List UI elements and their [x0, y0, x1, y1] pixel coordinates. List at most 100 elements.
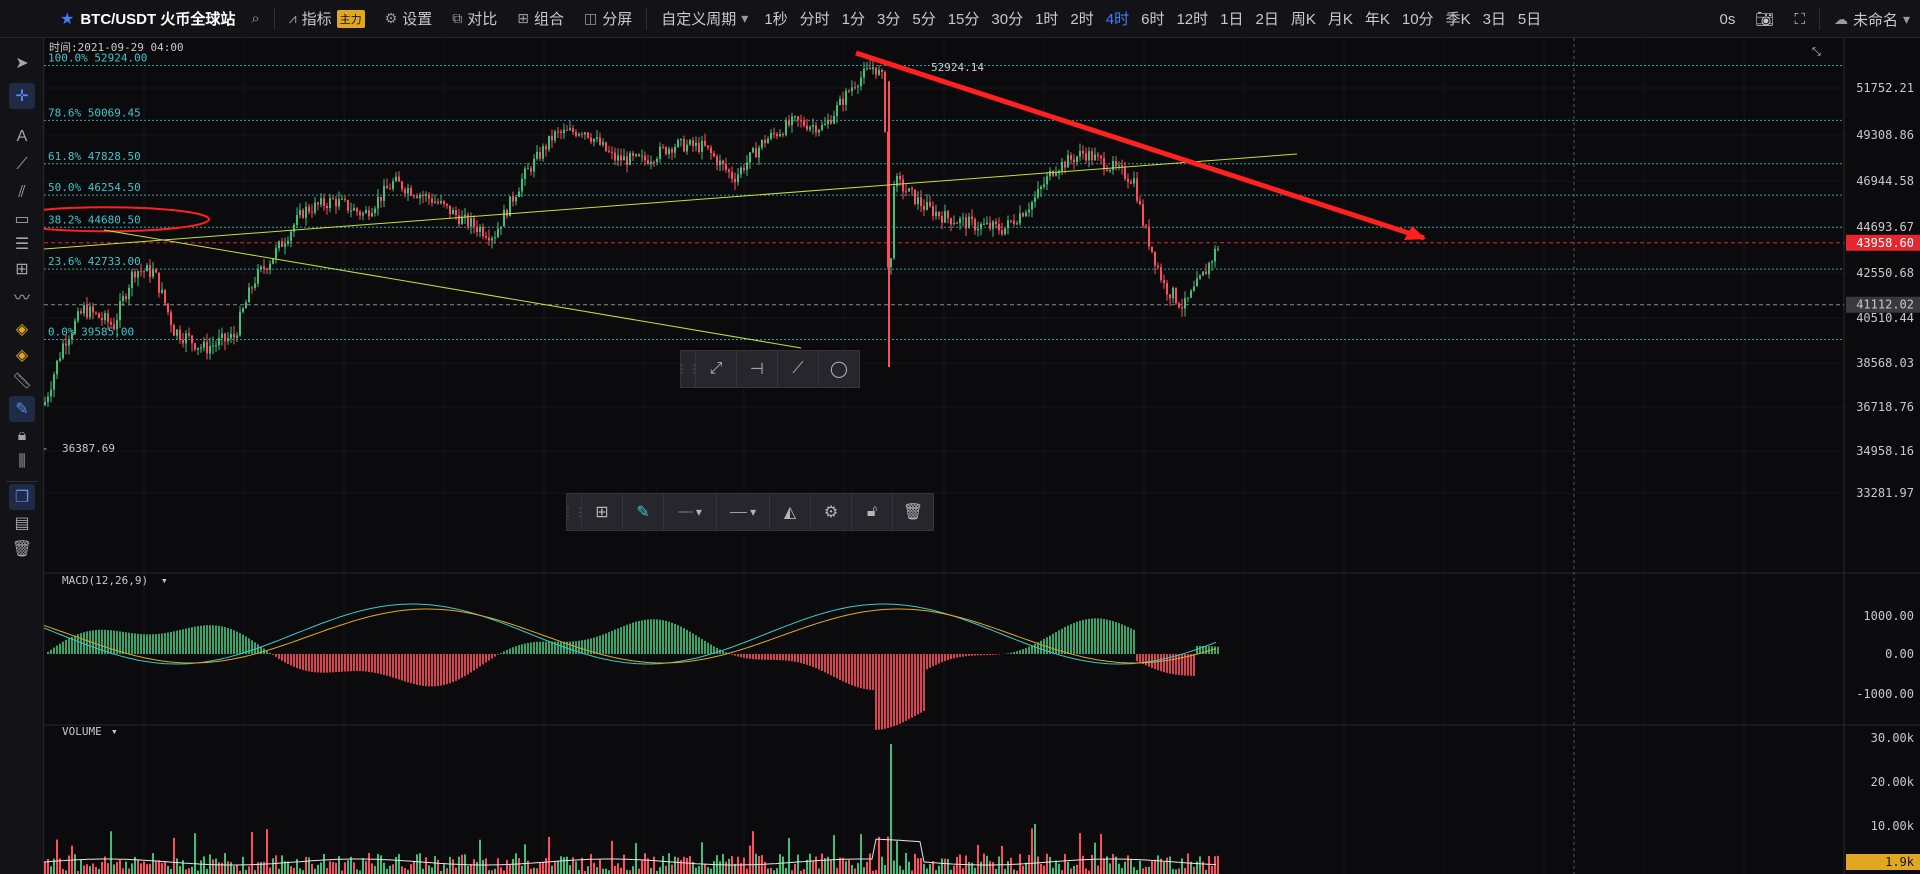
- segment-icon[interactable]: ⟋: [777, 350, 818, 388]
- settings-button[interactable]: ⚙ 设置: [375, 0, 443, 38]
- continuous-draw-icon[interactable]: ✎: [9, 396, 35, 422]
- grid-tool-icon[interactable]: ⊞: [15, 261, 29, 278]
- period-9[interactable]: 2时: [1070, 11, 1094, 28]
- candle-body: [605, 142, 607, 151]
- candle-body: [608, 150, 610, 152]
- macd-histogram-bar: [848, 654, 850, 685]
- combo-button[interactable]: ⊞ 组合: [507, 0, 574, 38]
- layout-save-button[interactable]: ☁ 未命名 ▾: [1824, 0, 1920, 38]
- candle-body: [53, 374, 55, 390]
- candle-body: [794, 116, 796, 118]
- period-7[interactable]: 30分: [991, 11, 1024, 28]
- horizontal-line-icon[interactable]: ⊣: [736, 350, 777, 388]
- volume-bar: [143, 861, 145, 874]
- macd-histogram-bar: [347, 654, 349, 672]
- period-11[interactable]: 6时: [1141, 11, 1165, 28]
- trendline-tool-icon[interactable]: ⟋: [16, 156, 28, 173]
- fill-icon[interactable]: ◭: [769, 493, 810, 531]
- caret-down-icon[interactable]: ▾: [161, 574, 168, 587]
- caret-down-icon[interactable]: ▾: [111, 725, 118, 738]
- fib-retracement-icon[interactable]: ☰: [14, 236, 30, 253]
- period-2[interactable]: 分时: [799, 11, 830, 28]
- volume-bar: [107, 863, 109, 874]
- volume-bar: [758, 855, 760, 874]
- period-5[interactable]: 5分: [912, 11, 936, 28]
- period-20[interactable]: 3日: [1482, 11, 1506, 28]
- crosshair-icon[interactable]: ✛: [9, 83, 35, 109]
- template-icon[interactable]: ⊞: [581, 493, 622, 531]
- period-17[interactable]: 年K: [1364, 11, 1390, 28]
- strong-magnet-icon[interactable]: ◈: [15, 347, 29, 364]
- combo-icon: ⊞: [517, 10, 529, 26]
- fullscreen-icon[interactable]: ⛶: [1794, 10, 1805, 28]
- line-width-icon[interactable]: ── ▾: [716, 493, 769, 531]
- period-4[interactable]: 3分: [877, 11, 901, 28]
- cursor-arrow-icon[interactable]: ➤: [15, 55, 29, 72]
- compare-label: 对比: [467, 11, 498, 28]
- volume-bar: [236, 865, 238, 874]
- volume-bar: [845, 861, 847, 874]
- ray-icon[interactable]: ⤢: [695, 350, 736, 388]
- parallel-channel-icon[interactable]: ⫽: [18, 184, 26, 201]
- candle-body: [308, 206, 310, 213]
- search-icon[interactable]: ⌕: [251, 10, 260, 27]
- period-12[interactable]: 12时: [1176, 11, 1209, 28]
- wave-pattern-icon[interactable]: 〰: [13, 290, 30, 307]
- period-8[interactable]: 1时: [1035, 11, 1059, 28]
- candle-body: [770, 132, 772, 139]
- period-19[interactable]: 季K: [1445, 11, 1471, 28]
- macd-histogram-bar: [587, 639, 589, 654]
- period-16[interactable]: 月K: [1327, 11, 1353, 28]
- custom-period-dropdown[interactable]: 自定义周期 ▾: [651, 0, 758, 38]
- candle-body: [527, 168, 529, 170]
- object-tree-icon[interactable]: ▤: [14, 515, 30, 532]
- macd-histogram-bar: [959, 654, 961, 658]
- delete-all-icon[interactable]: 🗑︎: [11, 541, 33, 558]
- magnet-icon[interactable]: ◈: [15, 321, 29, 338]
- split-screen-button[interactable]: ◫ 分屏: [574, 0, 642, 38]
- settings-icon[interactable]: ⚙: [810, 493, 851, 531]
- lock-icon[interactable]: 🔓︎: [851, 493, 892, 531]
- low-price-label: 36387.69: [62, 442, 115, 455]
- camera-icon[interactable]: 📷︎: [1755, 11, 1775, 28]
- macd-histogram-bar: [137, 633, 139, 654]
- compare-button[interactable]: ⧉ 对比: [442, 0, 507, 38]
- macd-label[interactable]: MACD(12,26,9): [62, 574, 148, 587]
- period-6[interactable]: 15分: [947, 11, 980, 28]
- period-13[interactable]: 1日: [1220, 11, 1244, 28]
- volume-bar: [476, 861, 478, 874]
- bookmark-icon[interactable]: ❐: [9, 484, 35, 510]
- chart-canvas[interactable]: 100.0% 52924.00 78.6% 50069.45 61.8% 47828…: [44, 38, 1920, 874]
- period-3[interactable]: 1分: [841, 11, 866, 28]
- period-14[interactable]: 2日: [1255, 11, 1279, 28]
- rectangle-tool-icon[interactable]: ▭: [14, 211, 30, 228]
- period-21[interactable]: 5日: [1517, 11, 1542, 28]
- drag-handle-icon[interactable]: ⋮⋮: [676, 362, 700, 376]
- period-18[interactable]: 10分: [1401, 11, 1434, 28]
- period-10[interactable]: 4时: [1105, 11, 1130, 28]
- drag-handle-icon[interactable]: ⋮⋮: [562, 505, 586, 519]
- symbol-selector[interactable]: ★ BTC/USDT 火币全球站 ⌕: [0, 8, 270, 29]
- ruler-icon[interactable]: 📏︎: [11, 373, 33, 390]
- favorite-star-icon[interactable]: ★: [60, 10, 75, 28]
- volume-pane: [44, 744, 1219, 874]
- text-tool-icon[interactable]: A: [16, 128, 28, 145]
- volume-label[interactable]: VOLUME: [62, 725, 102, 738]
- volume-bar: [740, 863, 742, 874]
- pencil-icon[interactable]: ✎: [622, 493, 663, 531]
- lock-drawings-icon[interactable]: 🔒︎: [17, 427, 27, 444]
- period-1[interactable]: 1秒: [764, 11, 788, 28]
- candle-body: [1049, 170, 1051, 177]
- collapse-icon[interactable]: ⤡: [1812, 45, 1821, 58]
- period-15[interactable]: 周K: [1290, 11, 1316, 28]
- candle-style-icon[interactable]: ⫼: [18, 453, 26, 470]
- volume-bar: [620, 867, 622, 874]
- volume-bar: [260, 862, 262, 874]
- volume-bar: [1124, 861, 1126, 874]
- trash-icon[interactable]: 🗑︎: [892, 493, 933, 531]
- volume-bar: [332, 862, 334, 874]
- candle-body: [416, 196, 418, 199]
- indicator-button[interactable]: ⩘ 指标 主力: [279, 0, 375, 38]
- ellipse-icon[interactable]: ◯: [818, 350, 859, 388]
- line-style-icon[interactable]: ┈┈ ▾: [663, 493, 716, 531]
